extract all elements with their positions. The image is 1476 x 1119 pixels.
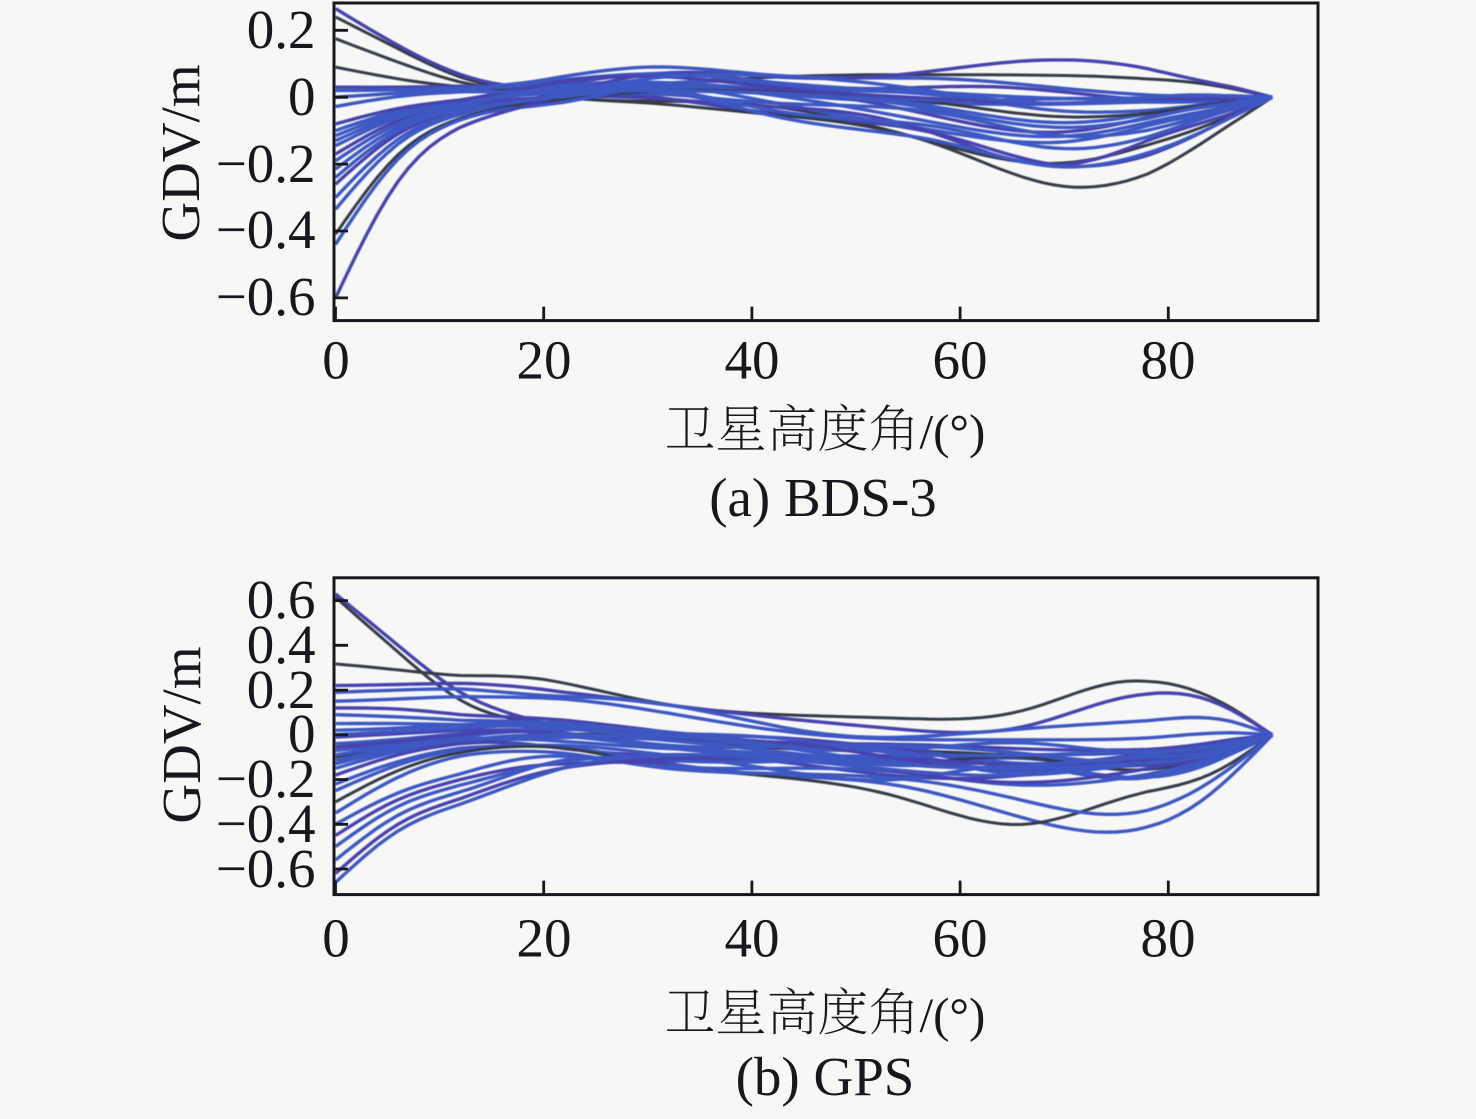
svg-text:80: 80 — [1141, 908, 1196, 969]
svg-text:(a) BDS-3: (a) BDS-3 — [709, 467, 937, 528]
svg-text:60: 60 — [933, 330, 988, 391]
svg-text:−0.2: −0.2 — [216, 133, 316, 194]
svg-text:−0.4: −0.4 — [216, 793, 316, 854]
svg-text:80: 80 — [1141, 330, 1196, 391]
svg-text:−0.6: −0.6 — [216, 838, 316, 899]
svg-text:0.2: 0.2 — [247, 659, 316, 720]
svg-text:0.6: 0.6 — [247, 569, 316, 630]
svg-text:0: 0 — [322, 908, 350, 969]
svg-text:0: 0 — [288, 703, 316, 764]
svg-text:0.4: 0.4 — [247, 614, 316, 675]
svg-text:−0.4: −0.4 — [216, 199, 316, 260]
svg-text:GDV/m: GDV/m — [150, 64, 211, 241]
svg-text:0.2: 0.2 — [247, 0, 316, 60]
svg-text:20: 20 — [517, 330, 572, 391]
svg-text:60: 60 — [933, 908, 988, 969]
svg-text:/(°): /(°) — [920, 404, 986, 459]
svg-text:−0.2: −0.2 — [216, 748, 316, 809]
svg-text:0: 0 — [288, 66, 316, 127]
svg-text:GDV/m: GDV/m — [151, 646, 212, 823]
svg-text:−0.6: −0.6 — [216, 266, 316, 327]
svg-text:/(°): /(°) — [920, 988, 986, 1043]
svg-text:(b) GPS: (b) GPS — [736, 1046, 915, 1107]
svg-text:0: 0 — [322, 330, 350, 391]
svg-text:40: 40 — [725, 908, 780, 969]
svg-text:20: 20 — [517, 908, 572, 969]
svg-text:40: 40 — [725, 330, 780, 391]
